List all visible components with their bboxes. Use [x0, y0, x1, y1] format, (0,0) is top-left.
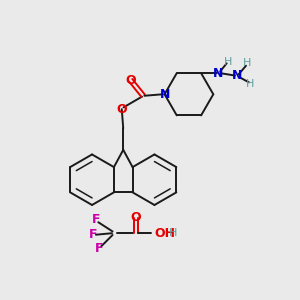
Text: H: H [246, 79, 254, 89]
Text: O: O [125, 74, 136, 87]
Text: N: N [159, 88, 170, 101]
Text: N: N [232, 69, 242, 82]
Text: O: O [130, 211, 141, 224]
Text: H: H [224, 57, 232, 67]
Text: H: H [168, 228, 177, 238]
Text: F: F [94, 242, 103, 255]
Text: H: H [243, 58, 251, 68]
Text: N: N [213, 67, 224, 80]
Text: O: O [116, 103, 127, 116]
Text: F: F [89, 228, 97, 241]
Text: OH: OH [154, 227, 175, 240]
Text: F: F [92, 213, 100, 226]
